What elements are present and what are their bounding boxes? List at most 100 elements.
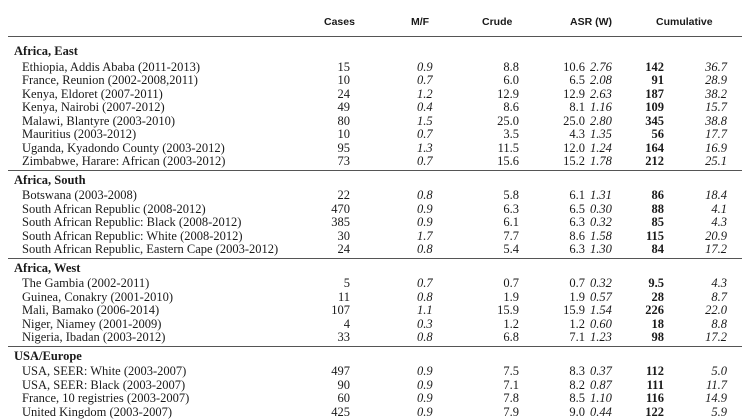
- region-cell: Zimbabwe, Harare: African (2003-2012): [22, 154, 226, 168]
- cumulative-cell: 91: [651, 73, 665, 87]
- region-cell: Malawi, Blantyre (2003-2010): [22, 113, 176, 128]
- crude-rate-cell: 8.6: [503, 100, 519, 114]
- mf-ratio-cell: 0.9: [417, 377, 433, 392]
- region-cell: The Gambia (2002-2011): [22, 276, 150, 290]
- crude-rate-cell: 0.7: [503, 276, 519, 290]
- table-row: Kenya, Eldoret (2007-2011) 24 1.2 12.9 12.9 2…: [0, 86, 750, 101]
- crude-rate-cell: 1.9: [503, 289, 519, 304]
- cases-cell: 24: [337, 86, 351, 101]
- cases-cell: 49: [337, 100, 351, 114]
- crude-rate-cell: 15.9: [497, 303, 519, 317]
- cumulative-se-cell: 17.2: [705, 242, 727, 256]
- region-cell: South African Republic: Black (2008-2012…: [22, 215, 242, 229]
- asr-se-cell: 2.08: [590, 73, 612, 87]
- cases-cell: 11: [337, 289, 350, 304]
- asr-cell: 0.7: [569, 276, 585, 290]
- asr-cell: 8.5: [569, 391, 585, 405]
- asr-cell: 25.0: [563, 113, 585, 128]
- cumulative-se-cell: 4.1: [711, 201, 727, 216]
- mf-ratio-cell: 0.8: [417, 242, 433, 256]
- crude-rate-cell: 6.0: [503, 73, 519, 87]
- cumulative-cell: 345: [645, 113, 664, 128]
- cumulative-se-cell: 36.7: [705, 59, 727, 74]
- asr-cell: 6.1: [569, 188, 585, 202]
- cumulative-se-cell: 16.9: [705, 140, 727, 155]
- crude-rate-cell: 7.1: [503, 377, 519, 392]
- region-cell: Ethiopia, Addis Ababa (2011-2013): [22, 59, 200, 74]
- crude-rate-cell: 12.9: [497, 86, 519, 101]
- asr-se-cell: 0.60: [590, 316, 612, 331]
- region-cell: Kenya, Nairobi (2007-2012): [22, 100, 165, 114]
- asr-cell: 15.9: [563, 303, 585, 317]
- cumulative-se-cell: 8.7: [711, 289, 727, 304]
- mf-ratio-cell: 1.1: [417, 303, 433, 317]
- asr-se-cell: 0.87: [590, 377, 612, 392]
- crude-rate-cell: 5.8: [503, 188, 519, 202]
- asr-se-cell: 1.54: [590, 303, 612, 317]
- crude-rate-cell: 1.2: [503, 316, 519, 331]
- table-row: Ethiopia, Addis Ababa (2011-2013) 15 0.9 8.…: [0, 59, 750, 74]
- table-row: USA, SEER: Black (2003-2007) 90 0.9 7.1 8.2 0…: [0, 377, 750, 392]
- region-cell: USA, SEER: White (2003-2007): [22, 364, 187, 378]
- cumulative-se-cell: 18.4: [705, 188, 727, 202]
- crude-rate-cell: 6.8: [503, 330, 519, 344]
- mf-ratio-cell: 1.7: [417, 228, 433, 243]
- section-heading: USA/Europe: [14, 348, 82, 363]
- cumulative-se-cell: 11.7: [706, 377, 727, 392]
- region-cell: Guinea, Conakry (2001-2010): [22, 289, 174, 304]
- asr-se-cell: 1.23: [590, 330, 612, 344]
- region-cell: Mauritius (2003-2012): [22, 127, 137, 141]
- asr-se-cell: 0.44: [590, 404, 612, 419]
- asr-se-cell: 1.35: [590, 127, 612, 141]
- table-row: France, 10 registries (2003-2007) 60 0.9 7.…: [0, 392, 750, 405]
- asr-se-cell: 1.16: [590, 100, 612, 114]
- cumulative-se-cell: 5.0: [711, 364, 727, 378]
- cumulative-cell: 112: [645, 364, 664, 378]
- asr-cell: 6.5: [569, 73, 585, 87]
- asr-se-cell: 1.24: [590, 140, 612, 155]
- asr-cell: 10.6: [563, 59, 585, 74]
- cumulative-se-cell: 17.7: [705, 127, 727, 141]
- cumulative-se-cell: 15.7: [705, 100, 727, 114]
- table-row: Uganda, Kyadondo County (2003-2012) 95 1.3…: [0, 140, 750, 155]
- region-cell: Niger, Niamey (2001-2009): [22, 316, 162, 331]
- crude-rate-cell: 7.9: [503, 404, 519, 419]
- crude-rate-cell: 3.5: [503, 127, 519, 141]
- cumulative-se-cell: 17.2: [705, 330, 727, 344]
- cumulative-cell: 86: [651, 188, 665, 202]
- mf-ratio-cell: 1.5: [417, 113, 433, 128]
- section-heading: Africa, West: [14, 260, 81, 275]
- region-cell: United Kingdom (2003-2007): [22, 404, 172, 419]
- cases-cell: 73: [337, 154, 351, 168]
- table-row: The Gambia (2002-2011) 5 0.7 0.7 0.7 0.32 9.5 4…: [0, 277, 750, 290]
- crude-rate-cell: 7.7: [503, 228, 519, 243]
- asr-cell: 1.2: [569, 316, 585, 331]
- region-cell: USA, SEER: Black (2003-2007): [22, 377, 186, 392]
- crude-rate-cell: 7.8: [503, 391, 519, 405]
- cumulative-cell: 9.5: [648, 276, 664, 290]
- header-crude: Crude: [482, 16, 513, 28]
- crude-rate-cell: 6.3: [503, 201, 519, 216]
- region-cell: Botswana (2003-2008): [22, 188, 137, 202]
- table-row: Niger, Niamey (2001-2009) 4 0.3 1.2 1.2 0.60 1…: [0, 316, 750, 331]
- cases-cell: 60: [337, 391, 351, 405]
- asr-se-cell: 0.32: [590, 215, 612, 229]
- region-cell: France, Reunion (2002-2008,2011): [22, 73, 198, 87]
- cumulative-se-cell: 8.8: [711, 316, 727, 331]
- mf-ratio-cell: 0.3: [417, 316, 433, 331]
- mf-ratio-cell: 0.9: [417, 364, 433, 378]
- cumulative-se-cell: 5.9: [711, 404, 727, 419]
- cumulative-se-cell: 38.8: [705, 113, 727, 128]
- asr-se-cell: 0.57: [590, 289, 612, 304]
- mf-ratio-cell: 1.2: [417, 86, 433, 101]
- mf-ratio-cell: 0.9: [417, 391, 433, 405]
- region-cell: Nigeria, Ibadan (2003-2012): [22, 330, 166, 344]
- cases-cell: 10: [337, 73, 351, 87]
- asr-cell: 6.5: [569, 201, 585, 216]
- asr-cell: 8.6: [569, 228, 585, 243]
- asr-cell: 12.0: [563, 140, 585, 155]
- cases-cell: 30: [337, 228, 351, 243]
- mf-ratio-cell: 0.7: [417, 127, 433, 141]
- header-asr: ASR (W): [570, 16, 612, 28]
- header-mf: M/F: [411, 16, 430, 28]
